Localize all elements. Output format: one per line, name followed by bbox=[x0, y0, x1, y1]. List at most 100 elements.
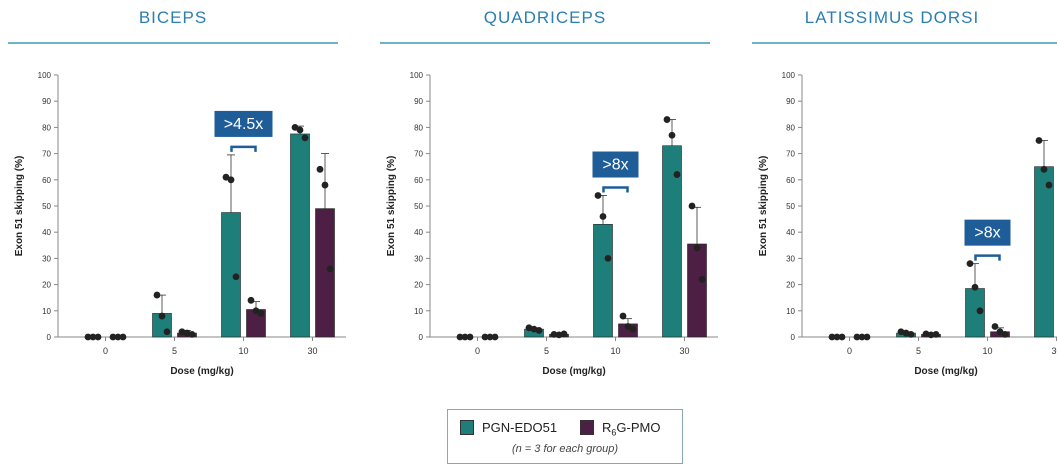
legend-swatch-pgn-edo51 bbox=[460, 420, 474, 435]
x-tick-label: 10 bbox=[982, 346, 992, 356]
data-point bbox=[927, 331, 935, 339]
data-point bbox=[932, 330, 940, 338]
x-tick-label: 10 bbox=[238, 346, 248, 356]
y-tick-label: 50 bbox=[42, 202, 51, 211]
data-point bbox=[456, 333, 464, 341]
x-axis-label: Dose (mg/kg) bbox=[170, 366, 233, 377]
data-point bbox=[1045, 181, 1053, 189]
data-point bbox=[976, 307, 984, 315]
data-point bbox=[321, 181, 329, 189]
data-point bbox=[853, 333, 861, 341]
y-tick-label: 90 bbox=[414, 97, 423, 106]
data-point bbox=[291, 124, 299, 131]
y-tick-label: 60 bbox=[414, 176, 423, 185]
data-point bbox=[222, 173, 230, 181]
data-point bbox=[624, 323, 632, 330]
data-point bbox=[535, 327, 543, 334]
title-rule bbox=[752, 42, 1057, 44]
y-tick-label: 10 bbox=[414, 307, 423, 316]
fold-change-box bbox=[214, 110, 273, 137]
data-point bbox=[486, 333, 494, 341]
data-point bbox=[619, 312, 627, 320]
x-tick-label: 5 bbox=[916, 346, 921, 356]
y-tick-label: 90 bbox=[786, 97, 795, 106]
y-tick-label: 40 bbox=[42, 228, 51, 237]
y-tick-label: 20 bbox=[42, 281, 51, 290]
y-axis-label: Exon 51 skipping (%) bbox=[386, 156, 397, 257]
fold-change-bracket bbox=[602, 186, 629, 193]
y-tick-label: 90 bbox=[42, 97, 51, 106]
x-tick-label: 30 bbox=[679, 346, 689, 356]
y-tick-label: 40 bbox=[786, 228, 795, 237]
chart-title: LATISSIMUS DORSI bbox=[804, 8, 980, 27]
data-point bbox=[114, 333, 122, 341]
y-tick-label: 80 bbox=[786, 123, 795, 132]
y-tick-label: 10 bbox=[42, 307, 51, 316]
x-tick-label: 0 bbox=[103, 346, 108, 356]
y-axis-label: Exon 51 skipping (%) bbox=[758, 156, 769, 257]
legend-swatch-r6g-pmo bbox=[580, 420, 594, 435]
data-point bbox=[594, 192, 602, 199]
data-point bbox=[863, 333, 871, 341]
data-point bbox=[599, 213, 607, 220]
y-tick-label: 50 bbox=[414, 202, 423, 211]
y-tick-label: 100 bbox=[782, 71, 796, 80]
data-point bbox=[828, 333, 836, 341]
y-tick-label: 70 bbox=[414, 150, 423, 159]
data-point bbox=[247, 296, 255, 304]
x-tick-label: 0 bbox=[847, 346, 852, 356]
data-point bbox=[491, 333, 499, 341]
data-point bbox=[84, 333, 92, 341]
data-point bbox=[109, 333, 117, 341]
data-point bbox=[604, 255, 612, 262]
data-point bbox=[89, 333, 97, 341]
data-point bbox=[996, 328, 1004, 336]
y-tick-label: 70 bbox=[786, 150, 795, 159]
data-point bbox=[301, 134, 309, 142]
chart-title: QUADRICEPS bbox=[483, 8, 607, 27]
data-point bbox=[1040, 165, 1048, 173]
data-point bbox=[688, 202, 696, 210]
data-point bbox=[838, 333, 846, 341]
y-tick-label: 30 bbox=[786, 254, 795, 263]
fold-change-label: >8x bbox=[602, 157, 628, 174]
data-point bbox=[858, 333, 866, 341]
x-axis-label: Dose (mg/kg) bbox=[914, 366, 977, 377]
data-point bbox=[673, 171, 681, 178]
x-tick-label: 10 bbox=[610, 346, 620, 356]
fold-change-bracket bbox=[974, 254, 1001, 261]
legend-label-pgn-edo51: PGN-EDO51 bbox=[482, 420, 558, 435]
data-point bbox=[693, 244, 701, 252]
data-point bbox=[907, 330, 915, 338]
y-tick-label: 10 bbox=[786, 307, 795, 316]
y-tick-label: 60 bbox=[42, 176, 51, 185]
y-tick-label: 0 bbox=[791, 333, 796, 342]
y-tick-label: 100 bbox=[38, 71, 52, 80]
data-point bbox=[316, 165, 324, 173]
y-tick-label: 0 bbox=[47, 333, 52, 342]
x-tick-label: 30 bbox=[307, 346, 317, 356]
x-tick-label: 30 bbox=[1051, 346, 1057, 356]
legend: PGN-EDO51 R6G-PMO (n = 3 for each group) bbox=[447, 409, 683, 464]
title-rule bbox=[8, 42, 338, 44]
data-point bbox=[252, 307, 260, 315]
data-point bbox=[1001, 330, 1009, 338]
data-point bbox=[466, 333, 474, 341]
chart-panel-biceps: BICEPS 0 10 20 30 40 50 60 70 80 90 100 Exon 51 ski… bbox=[8, 0, 346, 400]
data-point bbox=[1035, 137, 1043, 144]
data-point bbox=[257, 310, 265, 317]
y-tick-label: 70 bbox=[42, 150, 51, 159]
legend-label-r6g-pmo: R6G-PMO bbox=[602, 420, 661, 438]
chart-title: BICEPS bbox=[138, 8, 208, 27]
data-point bbox=[550, 330, 558, 338]
bar-pgn-edo51 bbox=[593, 224, 613, 338]
y-tick-label: 40 bbox=[414, 228, 423, 237]
y-tick-label: 60 bbox=[786, 176, 795, 185]
data-point bbox=[296, 126, 304, 134]
y-tick-label: 100 bbox=[410, 71, 424, 80]
x-tick-label: 5 bbox=[544, 346, 549, 356]
data-point bbox=[188, 330, 196, 338]
